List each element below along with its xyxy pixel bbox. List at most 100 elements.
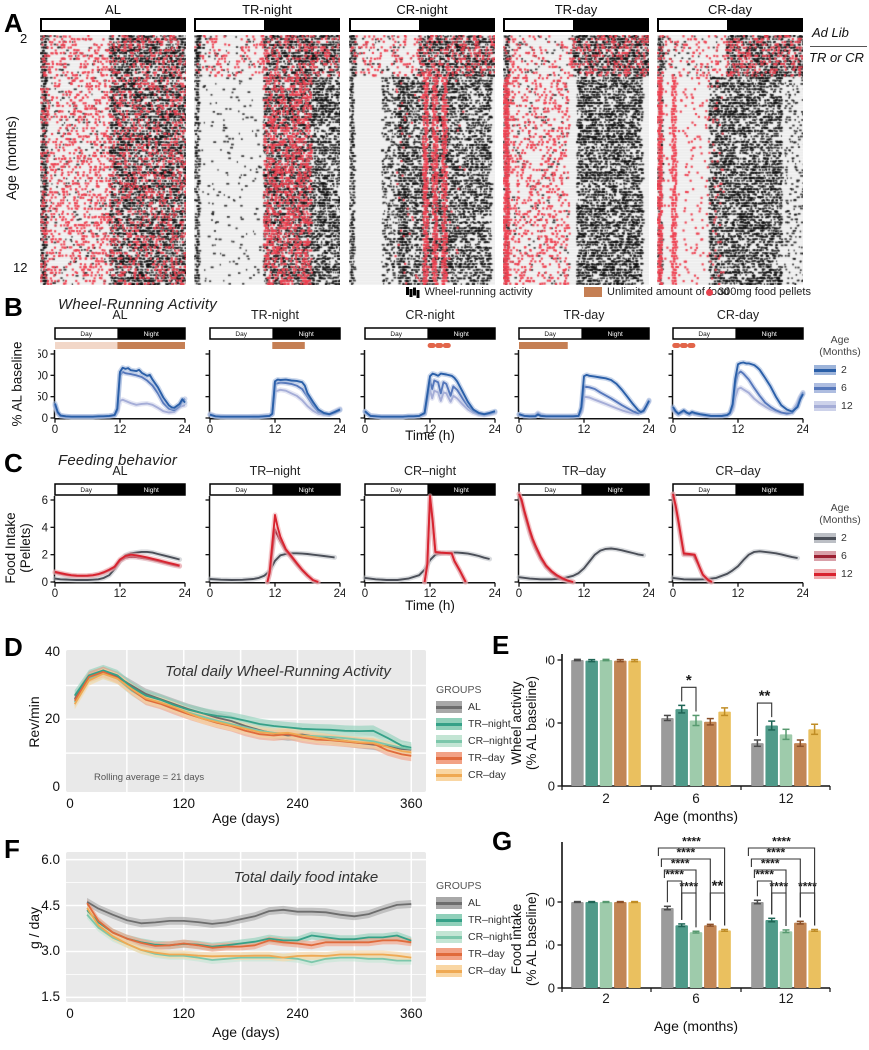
bar-CR-day-2: [628, 902, 641, 988]
x-tick-label: 12: [578, 424, 591, 436]
significance-label: ****: [772, 836, 791, 849]
night-label: Night: [762, 331, 777, 338]
y-tick-label: 2: [42, 550, 48, 562]
day-label: Day: [80, 331, 92, 338]
groups-legend-item: CR–day: [436, 769, 512, 781]
x-tick-label: 0: [66, 796, 74, 811]
x-tick-label: 24: [643, 588, 654, 600]
ribbon-CR-day: [87, 904, 412, 962]
panel-a-y-axis-label: Age (months): [3, 115, 19, 201]
groups-legend-line: [436, 969, 462, 973]
significance-label: ****: [677, 846, 696, 860]
actogram-title: TR-day: [554, 2, 598, 17]
bar-TR-night-2: [585, 902, 598, 988]
food-window-bar: [519, 342, 568, 349]
groups-legend-line: [436, 705, 462, 709]
groups-legend-line: [436, 918, 462, 922]
bar-CR-night-6: [689, 720, 703, 786]
y-tick-label: 3.0: [41, 943, 60, 959]
bar-CR-night-12: [779, 734, 793, 786]
age-legend-title-line: Age: [830, 334, 850, 346]
bar-CR-night-12: [779, 931, 793, 988]
panelG-svg: 0501002612******************************…: [546, 836, 831, 1006]
bar-TR-night-2: [585, 660, 598, 786]
actogram-TR-day: [503, 35, 649, 285]
groups-legend-line: [436, 739, 462, 743]
day-label: Day: [698, 331, 710, 338]
groups-legend-label: TR–night: [468, 718, 511, 730]
y-tick-label: 6: [42, 495, 48, 507]
day-label: Day: [235, 331, 247, 338]
age-legend-swatch: [814, 401, 836, 411]
groups-legend-label: AL: [468, 897, 481, 909]
line-TR-night: [73, 669, 412, 749]
age-legend-item: 6: [814, 550, 869, 562]
series-age-2: [518, 373, 650, 418]
x-tick-label: 24: [489, 588, 500, 600]
groups-legend-line: [436, 952, 462, 956]
ribbon-CR-night: [74, 668, 412, 755]
series-age-2: [364, 372, 496, 418]
groups-legend-swatch: [436, 735, 462, 747]
panel-f-x-axis-label: Age (days): [212, 1024, 280, 1040]
panel-e-y-axis-label: Wheel activity (% AL baseline): [509, 676, 539, 770]
age-legend-item: 6: [814, 382, 869, 394]
actogram-CR-night: [349, 35, 495, 285]
bar-TR-day-12: [794, 743, 807, 786]
x-tick-label: 24: [334, 424, 345, 436]
pellet-time-dot: [427, 343, 436, 348]
groups-legend-title: GROUPS: [436, 880, 482, 892]
panel-g-y-label-line2: (% AL baseline): [524, 891, 539, 987]
day-night-bar: [657, 18, 803, 32]
bar-CR-night-2: [599, 660, 613, 786]
phase-divider: [810, 46, 867, 47]
line-CR-day: [73, 672, 412, 754]
bar-TR-night-12: [765, 920, 778, 988]
y-tick-label: 50: [546, 716, 555, 731]
age-legend-line: [814, 368, 836, 372]
groups-legend-swatch: [436, 718, 462, 730]
actogram-title: AL: [105, 2, 121, 17]
x-tick-label: 12: [114, 424, 127, 436]
pellet-time-dot: [442, 343, 451, 348]
x-tick-label: 0: [516, 588, 522, 600]
panel-g-label: G: [492, 826, 513, 856]
bar-TR-day-2: [614, 902, 627, 988]
age-axis-tick-top: 2: [20, 31, 28, 46]
legend-label: 300mg food pellets: [718, 286, 811, 298]
panel-c-y-axis-label: Food Intake (Pellets): [3, 512, 33, 583]
bar-TR-night-12: [765, 725, 778, 786]
panelC-row-CR–day: CR–day Day Night 0 12 24: [668, 464, 808, 600]
age-legend-swatch: [814, 533, 836, 543]
age-legend-line: [814, 404, 836, 408]
day-label: Day: [80, 487, 92, 494]
bar-TR-night-6: [675, 925, 688, 988]
actogram-AL: [40, 35, 186, 285]
day-night-bar: [349, 18, 495, 32]
subplot-title: TR–day: [562, 464, 607, 478]
bar-CR-day-6: [718, 711, 731, 786]
day-label: Day: [390, 331, 402, 338]
bar-AL-6: [661, 908, 674, 988]
panelB-row-AL: AL Day Night 0 50 100 150 0 12 24: [38, 308, 190, 436]
group-label: 6: [692, 991, 700, 1006]
actogram-title: CR-night: [396, 2, 448, 17]
group-label: 12: [778, 991, 793, 1006]
night-label: Night: [299, 487, 314, 494]
group-label: 2: [602, 991, 610, 1006]
significance-bracket: [750, 858, 801, 918]
x-tick-label: 24: [643, 424, 654, 436]
significance-bracket: [747, 847, 816, 926]
x-tick-label: 360: [399, 796, 423, 811]
groups-legend: GROUPS AL TR–night CR–night TR–day CR–day: [436, 880, 512, 977]
age-legend-line: [814, 536, 836, 540]
groups-legend-swatch: [436, 965, 462, 977]
y-tick-label: 100: [546, 653, 555, 668]
age-legend-label: 2: [841, 532, 847, 544]
x-tick-label: 360: [399, 1006, 423, 1021]
day-night-bar: [40, 18, 186, 32]
wheel-activity-icon: [406, 287, 409, 295]
panel-b-y-axis-label: % AL baseline: [9, 341, 25, 427]
